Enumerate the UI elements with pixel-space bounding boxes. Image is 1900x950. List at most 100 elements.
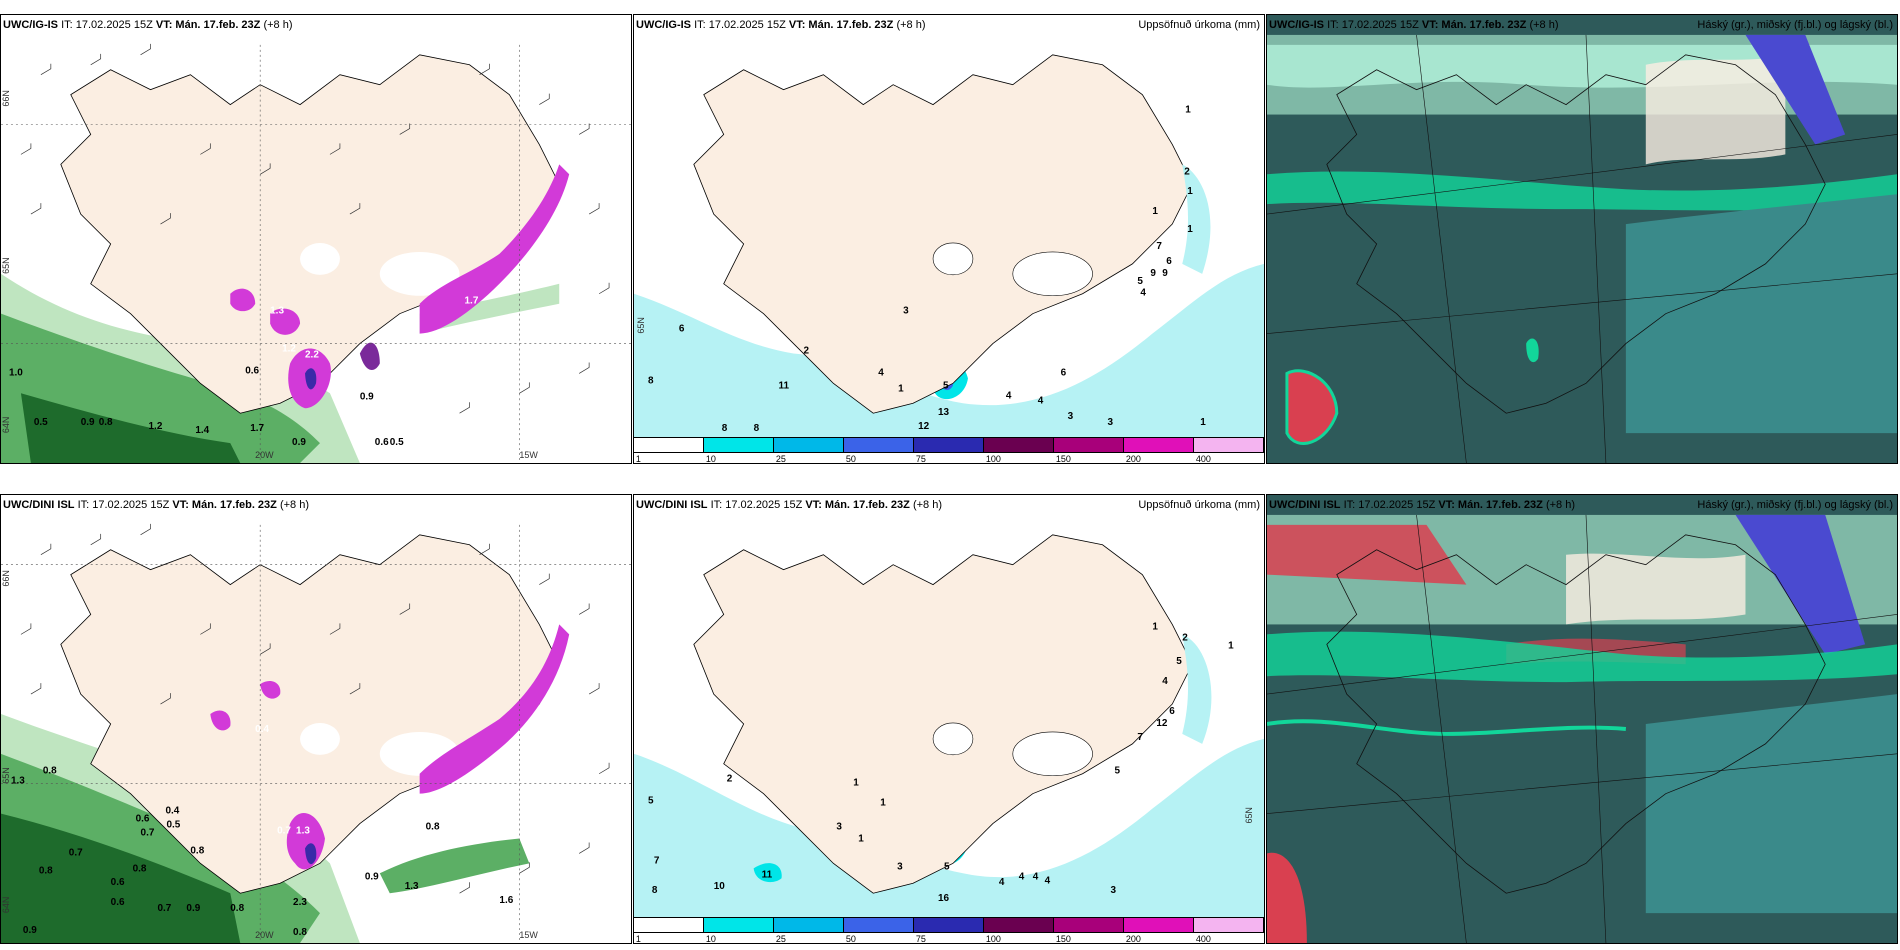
value-labels: 1.0 0.5 0.9 0.8 1.4 1.2 1.7 0.9 0.6 0.5 … bbox=[9, 296, 479, 448]
svg-text:0.9: 0.9 bbox=[186, 903, 200, 914]
svg-text:0.4: 0.4 bbox=[255, 724, 269, 735]
panel-header: UWC/IG-IS IT: 17.02.2025 15Z VT: Mán. 17… bbox=[3, 19, 293, 31]
legend-swatch bbox=[634, 438, 704, 452]
svg-text:2: 2 bbox=[727, 774, 733, 785]
svg-text:11: 11 bbox=[762, 869, 773, 880]
legend-tick-label: 1 bbox=[635, 934, 641, 944]
svg-text:0.8: 0.8 bbox=[43, 766, 57, 777]
svg-text:9: 9 bbox=[1162, 268, 1168, 279]
legend-swatch bbox=[984, 438, 1054, 452]
panel-header: UWC/IG-IS IT: 17.02.2025 15Z VT: Mán. 17… bbox=[636, 19, 926, 31]
svg-text:0.8: 0.8 bbox=[293, 927, 307, 938]
legend-tick-label: 10 bbox=[705, 934, 716, 944]
svg-text:4: 4 bbox=[1140, 288, 1146, 299]
legend-tick-label: 50 bbox=[845, 934, 856, 944]
svg-text:4: 4 bbox=[1019, 871, 1025, 882]
legend-tick-label: 400 bbox=[1195, 934, 1211, 944]
svg-text:0.8: 0.8 bbox=[39, 865, 53, 876]
legend-swatch bbox=[984, 918, 1054, 932]
svg-text:1.2: 1.2 bbox=[282, 344, 296, 355]
panel-title-right: Uppsöfnuð úrkoma (mm) bbox=[1138, 499, 1260, 511]
panel-header: UWC/IG-IS IT: 17.02.2025 15Z VT: Mán. 17… bbox=[1269, 19, 1559, 31]
svg-text:3: 3 bbox=[903, 306, 909, 317]
wind-precip-map: 20W 15W 66N 65N 64N 1.0 0.5 0.9 0.8 1.4 … bbox=[1, 43, 631, 463]
precip-legend: 1 10 25 50 75 100 150 200 400 bbox=[634, 437, 1264, 463]
svg-text:1.3: 1.3 bbox=[405, 881, 419, 892]
map-panel-ig-wind: UWC/IG-IS IT: 17.02.2025 15Z VT: Mán. 17… bbox=[0, 14, 632, 464]
svg-text:7: 7 bbox=[1137, 732, 1143, 743]
axis-label-15w: 15W bbox=[519, 450, 538, 460]
svg-text:0.8: 0.8 bbox=[99, 417, 113, 428]
legend-tick-label: 25 bbox=[775, 454, 786, 464]
svg-text:1: 1 bbox=[1185, 105, 1191, 116]
svg-text:0.5: 0.5 bbox=[34, 417, 48, 428]
axis-label-66n: 66N bbox=[1, 570, 11, 586]
svg-text:3: 3 bbox=[1110, 885, 1116, 896]
axis-label-64n: 64N bbox=[1, 897, 11, 913]
axis-label-65n: 65N bbox=[1244, 807, 1254, 823]
svg-text:1.3: 1.3 bbox=[270, 306, 284, 317]
panel-header: UWC/DINI ISL IT: 17.02.2025 15Z VT: Mán.… bbox=[636, 499, 942, 511]
legend-tick-label: 50 bbox=[845, 454, 856, 464]
svg-text:2: 2 bbox=[1184, 166, 1190, 177]
svg-text:1: 1 bbox=[898, 383, 904, 394]
panel-title-right: Uppsöfnuð úrkoma (mm) bbox=[1138, 19, 1260, 31]
svg-text:4: 4 bbox=[1033, 871, 1039, 882]
svg-text:1: 1 bbox=[1228, 640, 1234, 651]
svg-text:1: 1 bbox=[1152, 621, 1158, 632]
svg-text:13: 13 bbox=[938, 407, 950, 418]
legend-swatch bbox=[1124, 918, 1194, 932]
svg-text:8: 8 bbox=[648, 375, 654, 386]
svg-text:0.6: 0.6 bbox=[111, 897, 125, 908]
precip-map: 65N 5 2 1 1 3 1 7 11 10 8 3 16 5 4 4 4 4… bbox=[634, 534, 1264, 918]
svg-text:3: 3 bbox=[1107, 417, 1113, 428]
axis-label-66n: 66N bbox=[1, 90, 11, 106]
precip-legend: 1 10 25 50 75 100 150 200 400 bbox=[634, 917, 1264, 943]
legend-swatch bbox=[1054, 918, 1124, 932]
svg-text:11: 11 bbox=[779, 380, 790, 391]
legend-tick-label: 200 bbox=[1125, 934, 1141, 944]
legend-tick-label: 100 bbox=[985, 454, 1001, 464]
legend-tick-label: 1 bbox=[635, 454, 641, 464]
svg-text:8: 8 bbox=[754, 423, 760, 434]
legend-swatch bbox=[1124, 438, 1194, 452]
axis-label-65n: 65N bbox=[636, 317, 646, 333]
axis-label-64n: 64N bbox=[1, 417, 11, 433]
svg-text:4: 4 bbox=[1045, 875, 1051, 886]
svg-text:0.9: 0.9 bbox=[292, 437, 306, 448]
svg-text:0.7: 0.7 bbox=[277, 825, 291, 836]
map-panel-dini-precip: UWC/DINI ISL IT: 17.02.2025 15Z VT: Mán.… bbox=[633, 494, 1265, 944]
svg-text:0.7: 0.7 bbox=[141, 827, 155, 838]
svg-text:0.5: 0.5 bbox=[166, 820, 180, 831]
svg-text:7: 7 bbox=[654, 855, 660, 866]
svg-text:5: 5 bbox=[1137, 276, 1143, 287]
svg-text:1: 1 bbox=[1187, 186, 1193, 197]
map-panel-ig-precip: UWC/IG-IS IT: 17.02.2025 15Z VT: Mán. 17… bbox=[633, 14, 1265, 464]
legend-swatch bbox=[704, 438, 774, 452]
legend-swatch bbox=[844, 918, 914, 932]
legend-swatch bbox=[634, 918, 704, 932]
axis-label-20w: 20W bbox=[255, 450, 274, 460]
svg-text:5: 5 bbox=[944, 861, 950, 872]
panel-title-right: Háský (gr.), miðský (fj.bl.) og lágský (… bbox=[1697, 19, 1893, 31]
svg-text:0.4: 0.4 bbox=[165, 806, 179, 817]
svg-text:0.6: 0.6 bbox=[111, 877, 125, 888]
svg-text:4: 4 bbox=[1038, 395, 1044, 406]
svg-text:0.6: 0.6 bbox=[245, 365, 259, 376]
axis-label-65n: 65N bbox=[1, 257, 11, 273]
svg-text:8: 8 bbox=[652, 885, 658, 896]
svg-text:0.8: 0.8 bbox=[230, 903, 244, 914]
panel-header: UWC/DINI ISL IT: 17.02.2025 15Z VT: Mán.… bbox=[3, 499, 309, 511]
legend-swatch bbox=[914, 438, 984, 452]
legend-swatch bbox=[1194, 438, 1264, 452]
svg-text:1: 1 bbox=[880, 798, 886, 809]
svg-text:5: 5 bbox=[648, 796, 654, 807]
svg-text:4: 4 bbox=[1162, 676, 1168, 687]
axis-label-65n: 65N bbox=[1, 767, 11, 783]
legend-tick-label: 150 bbox=[1055, 934, 1071, 944]
wind-precip-map: 20W 15W 66N 65N 64N 1.3 0.8 0.6 0.7 0.5 … bbox=[1, 523, 631, 943]
legend-swatch bbox=[774, 438, 844, 452]
legend-tick-label: 400 bbox=[1195, 454, 1211, 464]
svg-text:6: 6 bbox=[1166, 256, 1172, 267]
svg-text:9: 9 bbox=[1150, 268, 1156, 279]
